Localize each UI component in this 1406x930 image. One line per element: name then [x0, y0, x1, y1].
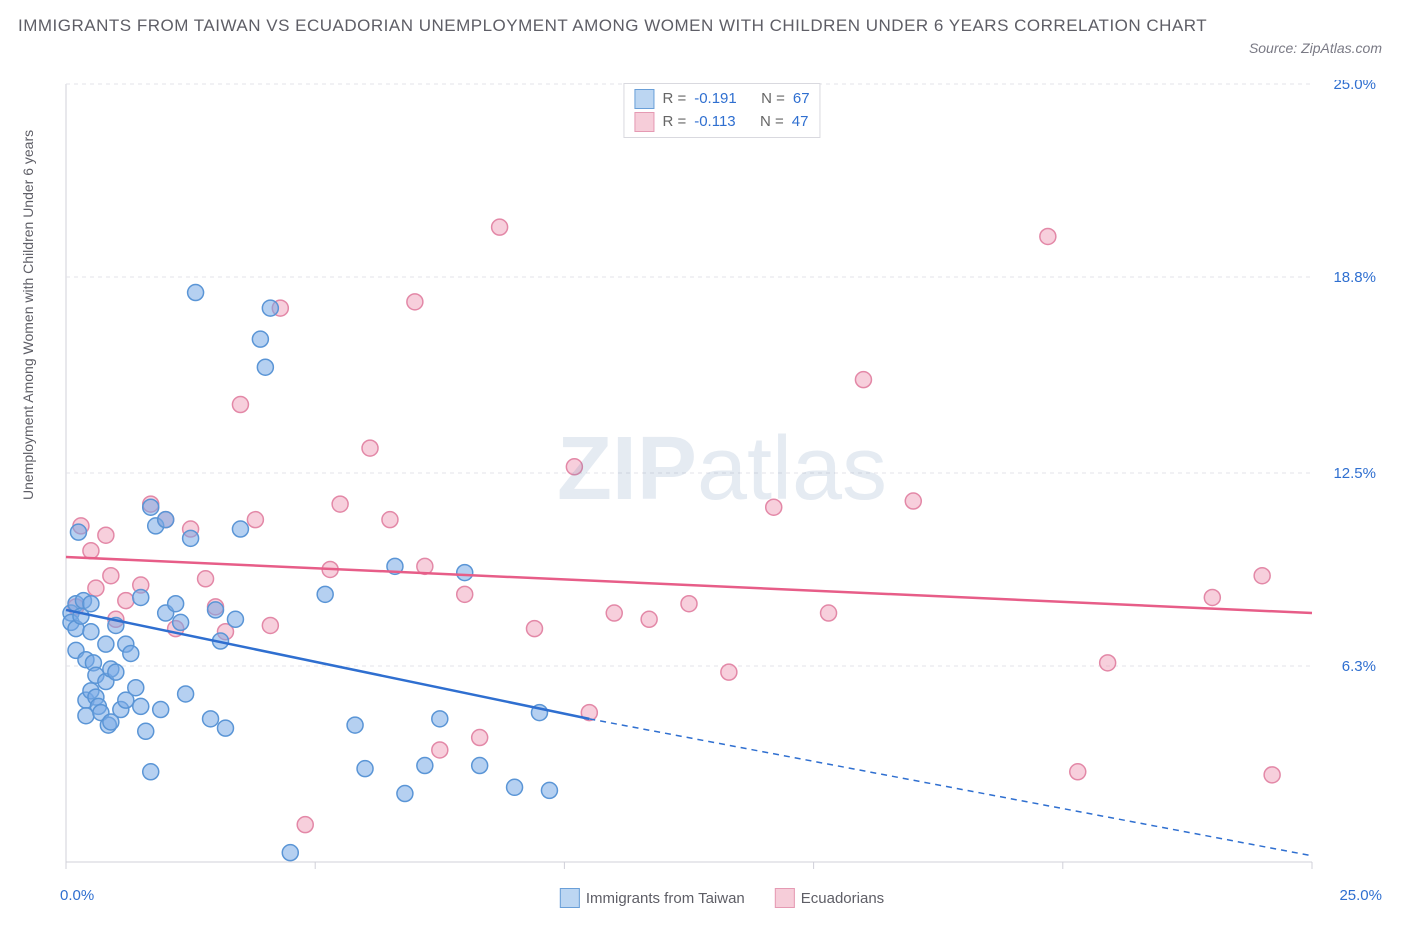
legend-item-ecuadorian: Ecuadorians [775, 888, 884, 908]
svg-text:12.5%: 12.5% [1333, 465, 1376, 482]
chart-container: Unemployment Among Women with Children U… [18, 80, 1388, 900]
legend-row-ecuadorian: R = -0.113 N = 47 [634, 111, 809, 134]
correlation-legend: R = -0.191 N = 67 R = -0.113 N = 47 [623, 83, 820, 138]
n-label: N = [760, 111, 784, 134]
y-axis-label: Unemployment Among Women with Children U… [20, 480, 36, 500]
r-label: R = [662, 111, 686, 134]
plot-area: 6.3%12.5%18.8%25.0% ZIPatlas R = -0.191 … [62, 80, 1382, 880]
r-label: R = [662, 88, 686, 111]
swatch-taiwan-icon [560, 888, 580, 908]
source-attribution: Source: ZipAtlas.com [1249, 40, 1382, 56]
svg-text:18.8%: 18.8% [1333, 269, 1376, 286]
x-axis-max: 25.0% [1339, 887, 1382, 904]
svg-text:25.0%: 25.0% [1333, 80, 1376, 93]
x-axis-min: 0.0% [60, 887, 94, 904]
legend-row-taiwan: R = -0.191 N = 67 [634, 88, 809, 111]
swatch-taiwan [634, 89, 654, 109]
legend-label-ecuadorian: Ecuadorians [801, 890, 884, 907]
swatch-ecuadorian-icon [775, 888, 795, 908]
swatch-ecuadorian [634, 112, 654, 132]
chart-title: IMMIGRANTS FROM TAIWAN VS ECUADORIAN UNE… [18, 12, 1388, 39]
svg-text:6.3%: 6.3% [1342, 658, 1376, 675]
legend-label-taiwan: Immigrants from Taiwan [586, 890, 745, 907]
legend-item-taiwan: Immigrants from Taiwan [560, 888, 745, 908]
series-legend: Immigrants from Taiwan Ecuadorians [560, 888, 884, 908]
scatter-plot-svg: 6.3% 12.5% 18.8% 25.0% [62, 80, 1382, 880]
n-value-ecuadorian: 47 [792, 111, 809, 134]
n-label: N = [761, 88, 785, 111]
r-value-taiwan: -0.191 [694, 88, 737, 111]
n-value-taiwan: 67 [793, 88, 810, 111]
r-value-ecuadorian: -0.113 [694, 111, 735, 134]
